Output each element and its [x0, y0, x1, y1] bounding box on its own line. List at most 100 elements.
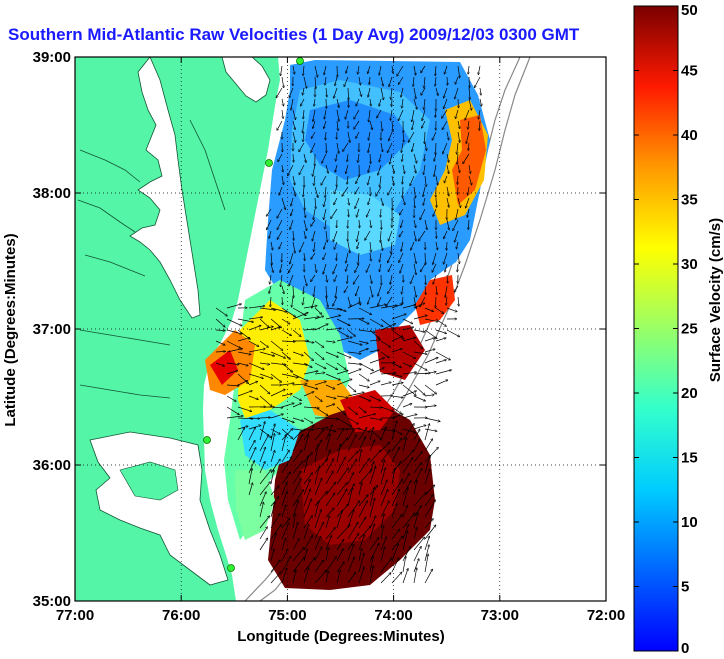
velocity-arrow — [392, 65, 393, 73]
velocity-arrow — [292, 120, 295, 130]
velocity-arrow — [299, 164, 305, 175]
velocity-arrow — [288, 263, 294, 273]
velocity-arrow — [348, 208, 349, 217]
velocity-arrow — [377, 109, 382, 118]
velocity-arrow — [379, 98, 382, 106]
station-marker — [227, 564, 235, 572]
velocity-arrow — [248, 483, 253, 496]
velocity-arrow — [424, 142, 427, 151]
velocity-arrow — [281, 65, 283, 76]
velocity-arrow — [402, 98, 403, 108]
velocity-arrow — [269, 230, 272, 238]
velocity-arrow — [446, 153, 449, 162]
velocity-arrow — [422, 120, 426, 128]
velocity-arrow — [398, 76, 404, 84]
velocity-arrow — [424, 424, 429, 441]
velocity-arrow — [292, 362, 308, 365]
velocity-arrow — [336, 318, 350, 326]
velocity-arrow — [435, 241, 438, 250]
velocity-arrow — [347, 329, 355, 336]
velocity-arrow — [281, 482, 287, 496]
velocity-arrow — [424, 307, 434, 312]
velocity-arrow — [457, 142, 458, 154]
velocity-arrow — [424, 153, 425, 161]
velocity-arrow — [292, 434, 303, 452]
velocity-arrow — [457, 131, 460, 143]
velocity-arrow — [389, 131, 393, 141]
velocity-arrow — [353, 274, 360, 284]
colorbar — [633, 5, 679, 652]
velocity-arrow — [369, 381, 380, 386]
velocity-arrow — [303, 558, 315, 573]
velocity-arrow — [358, 517, 366, 529]
x-tick-label: 74:00 — [374, 607, 412, 624]
velocity-arrow — [401, 241, 404, 251]
velocity-arrow — [314, 445, 318, 463]
velocity-arrow — [435, 76, 436, 86]
velocity-arrow — [347, 435, 356, 452]
velocity-arrow — [446, 131, 449, 140]
velocity-arrow — [314, 536, 321, 551]
velocity-arrow — [269, 285, 272, 293]
velocity-arrow — [325, 131, 326, 140]
velocity-arrow — [281, 307, 296, 317]
velocity-arrow — [270, 340, 283, 351]
velocity-arrow — [259, 318, 269, 327]
velocity-arrow — [454, 285, 459, 292]
velocity-arrow — [346, 164, 349, 174]
velocity-arrow — [358, 414, 375, 419]
velocity-arrow — [370, 241, 371, 252]
velocity-arrow — [369, 450, 381, 463]
velocity-arrow — [281, 318, 290, 324]
velocity-arrow — [277, 219, 283, 230]
velocity-arrow — [248, 448, 256, 463]
velocity-arrow — [325, 395, 336, 399]
velocity-arrow — [446, 329, 460, 337]
velocity-arrow — [281, 417, 294, 423]
velocity-arrow — [314, 241, 315, 252]
velocity-arrow — [347, 406, 357, 415]
velocity-arrow — [358, 483, 362, 496]
velocity-arrow — [237, 318, 253, 322]
velocity-arrow — [303, 296, 304, 305]
velocity-arrow — [325, 425, 332, 441]
velocity-arrow — [281, 362, 293, 372]
velocity-arrow — [402, 164, 405, 174]
x-tick-label: 72:00 — [587, 607, 625, 624]
velocity-arrow — [237, 418, 253, 419]
velocity-arrow — [226, 406, 239, 415]
velocity-arrow — [391, 349, 402, 353]
velocity-arrow — [293, 153, 294, 162]
velocity-arrow — [314, 547, 322, 562]
velocity-arrow — [314, 522, 324, 540]
velocity-arrow — [370, 153, 371, 164]
velocity-arrow — [436, 197, 437, 207]
velocity-arrow — [324, 109, 327, 119]
velocity-arrow — [347, 131, 350, 143]
velocity-arrow — [424, 569, 433, 584]
velocity-arrow — [292, 313, 308, 320]
velocity-arrow — [270, 434, 275, 452]
velocity-arrow — [402, 414, 417, 419]
velocity-arrow — [281, 556, 291, 573]
velocity-arrow — [391, 438, 402, 452]
velocity-arrow — [237, 338, 250, 342]
velocity-arrow — [413, 537, 425, 551]
velocity-arrow — [446, 186, 449, 196]
velocity-arrow — [292, 490, 304, 507]
velocity-arrow — [388, 252, 393, 263]
velocity-arrow — [325, 404, 335, 408]
station-marker — [265, 159, 273, 167]
colorbar-label: Surface Velocity (cm/s) — [707, 218, 724, 382]
velocity-arrow — [226, 349, 243, 353]
velocity-arrow — [433, 252, 437, 264]
velocity-arrow — [282, 109, 283, 119]
velocity-arrow — [259, 538, 268, 551]
velocity-arrow — [301, 98, 305, 106]
velocity-arrow — [469, 76, 470, 88]
velocity-arrow — [314, 478, 322, 496]
velocity-arrow — [413, 568, 417, 584]
velocity-arrow — [314, 428, 328, 430]
velocity-arrow — [380, 460, 385, 474]
velocity-arrow — [424, 164, 426, 175]
